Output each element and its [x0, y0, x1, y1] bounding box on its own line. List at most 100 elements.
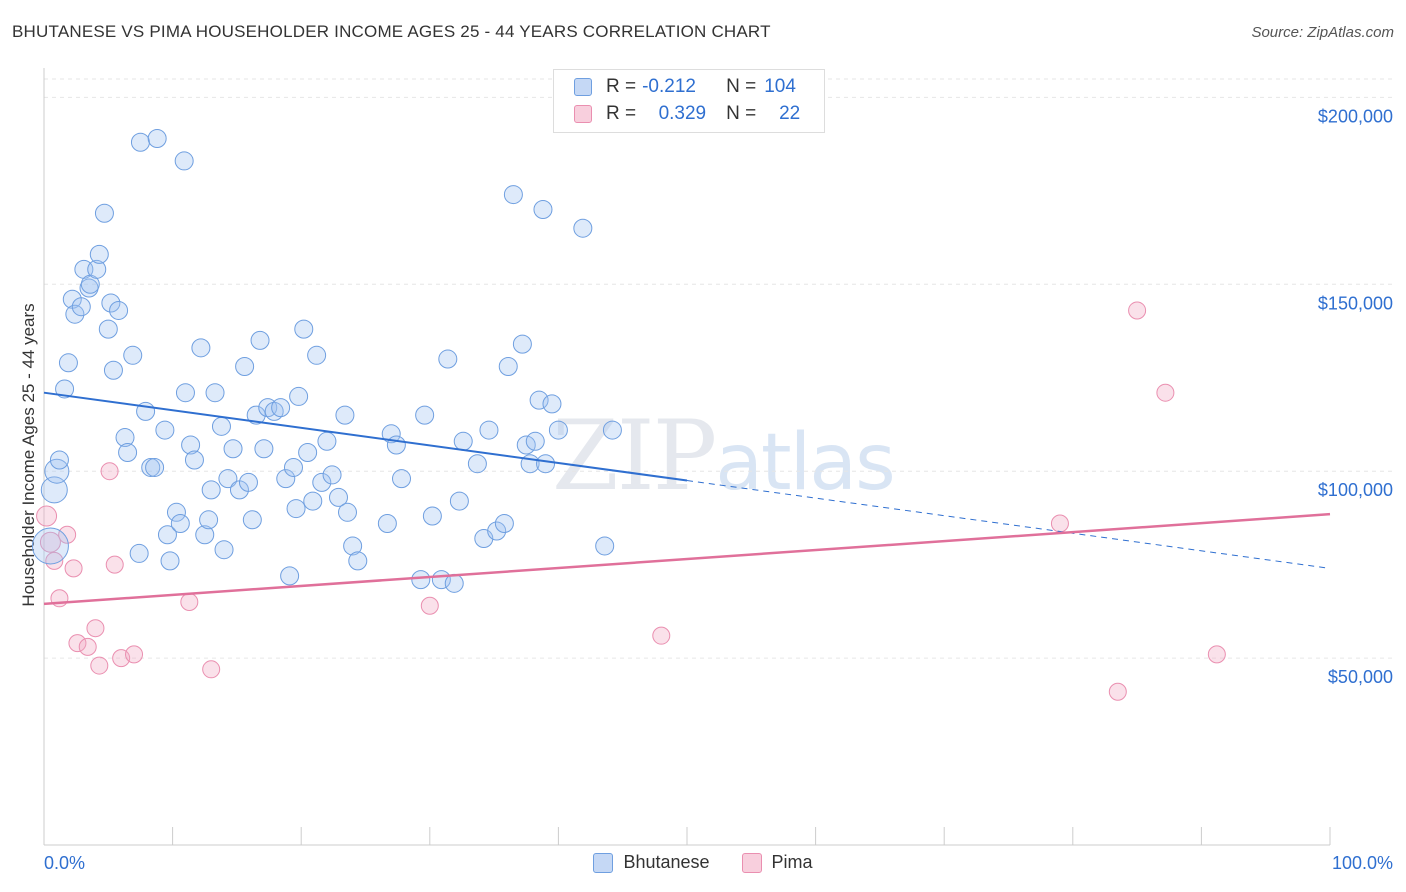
bhutanese-point: [525, 431, 545, 451]
r-label: R =: [606, 76, 637, 97]
y-tick-label: $150,000: [1318, 293, 1393, 313]
bhutanese-point: [280, 566, 300, 586]
pima-trend-line: [43, 512, 1331, 606]
bhutanese-point: [223, 439, 243, 459]
chart-source: Source: ZipAtlas.com: [1251, 24, 1394, 41]
pima-point: [1108, 682, 1127, 701]
bhutanese-point: [294, 319, 314, 339]
bhutanese-point: [123, 345, 143, 365]
bhutanese-point: [467, 454, 487, 474]
bhutanese-point: [303, 491, 323, 511]
bhutanese-point: [218, 469, 238, 489]
pima-point: [36, 505, 58, 527]
bhutanese-point: [191, 338, 211, 358]
bhutanese-point: [235, 357, 255, 377]
bhutanese-point: [175, 383, 195, 403]
bhutanese-point: [307, 345, 327, 365]
bhutanese-point: [145, 457, 165, 477]
bhutanese-point: [335, 405, 355, 425]
bhutanese-point: [49, 450, 69, 470]
bhutanese-point: [479, 420, 499, 440]
pima-point: [39, 531, 61, 553]
bhutanese-point: [205, 383, 225, 403]
bhutanese-point: [548, 420, 568, 440]
n-value: 104: [764, 76, 796, 97]
bhutanese-point: [438, 349, 458, 369]
r-value: -0.212: [642, 76, 696, 97]
bhutanese-point: [170, 514, 190, 534]
bhutanese-point: [147, 129, 167, 148]
legend-item-pima: Pima: [741, 852, 813, 873]
bhutanese-point: [312, 472, 332, 492]
bhutanese-point: [199, 510, 219, 530]
bhutanese-point: [109, 300, 129, 320]
bhutanese-point: [283, 457, 303, 477]
bhutanese-point: [422, 506, 442, 526]
bhutanese-point: [254, 439, 274, 459]
bhutanese-point: [533, 200, 553, 220]
bhutanese-point: [103, 360, 123, 380]
r-label: R =: [606, 103, 637, 124]
legend-row-pima: R = 0.329 N = 22: [574, 101, 800, 127]
bhutanese-point: [174, 151, 194, 171]
bhutanese-point: [595, 536, 615, 556]
pima-point: [100, 462, 119, 481]
bhutanese-point: [276, 469, 296, 489]
bhutanese-point: [214, 540, 234, 560]
bhutanese-point: [271, 398, 291, 418]
n-value: 22: [779, 103, 801, 124]
bhutanese-point: [98, 319, 118, 339]
bhutanese-point: [337, 502, 357, 522]
bhutanese-point: [264, 401, 284, 421]
series-legend: Bhutanese Pima: [0, 852, 1406, 873]
pima-point: [125, 645, 144, 664]
bhutanese-point: [444, 573, 464, 593]
bhutanese-point: [322, 465, 342, 485]
bhutanese-point: [386, 435, 406, 455]
pima-point: [64, 559, 83, 578]
pima-point: [180, 593, 199, 612]
bhutanese-point: [40, 476, 68, 504]
bhutanese-point: [181, 435, 201, 455]
bhutanese-point: [328, 487, 348, 507]
pima-point: [652, 626, 671, 645]
bhutanese-point: [242, 510, 262, 530]
bhutanese-point: [44, 458, 70, 484]
bhutanese-point: [343, 536, 363, 556]
watermark-atlas: atlas: [715, 418, 895, 508]
bhutanese-point: [529, 390, 549, 410]
bhutanese-point: [87, 259, 107, 279]
bhutanese-point: [58, 353, 78, 373]
bhutanese-point: [415, 405, 435, 425]
pima-point: [58, 525, 77, 544]
pima-point: [1128, 301, 1147, 320]
legend-label-bhutanese: Bhutanese: [623, 852, 710, 872]
bhutanese-point: [195, 525, 215, 545]
pima-swatch: [741, 852, 762, 873]
bhutanese-point: [536, 454, 556, 474]
bhutanese-point: [118, 443, 138, 462]
bhutanese-point: [286, 499, 306, 519]
legend-label-pima: Pima: [771, 852, 813, 872]
bhutanese-swatch: [593, 852, 614, 873]
bhutanese-point: [246, 405, 266, 425]
n-label: N =: [726, 103, 757, 124]
bhutanese-point: [602, 420, 622, 440]
bhutanese-point: [498, 357, 518, 377]
chart-title: BHUTANESE VS PIMA HOUSEHOLDER INCOME AGE…: [12, 22, 771, 41]
pima-point: [105, 555, 124, 574]
pima-point: [45, 551, 64, 570]
bhutanese-point: [130, 132, 150, 152]
bhutanese-point: [512, 334, 532, 354]
bhutanese-point: [453, 431, 473, 451]
pima-swatch: [574, 105, 592, 123]
bhutanese-point: [201, 480, 221, 500]
bhutanese-point: [160, 551, 180, 571]
y-tick-label: $200,000: [1318, 106, 1393, 126]
bhutanese-point: [65, 304, 85, 324]
bhutanese-point: [238, 472, 258, 492]
bhutanese-point: [71, 297, 91, 317]
bhutanese-point: [157, 525, 177, 545]
bhutanese-point: [494, 514, 514, 534]
pima-point: [1050, 514, 1069, 533]
